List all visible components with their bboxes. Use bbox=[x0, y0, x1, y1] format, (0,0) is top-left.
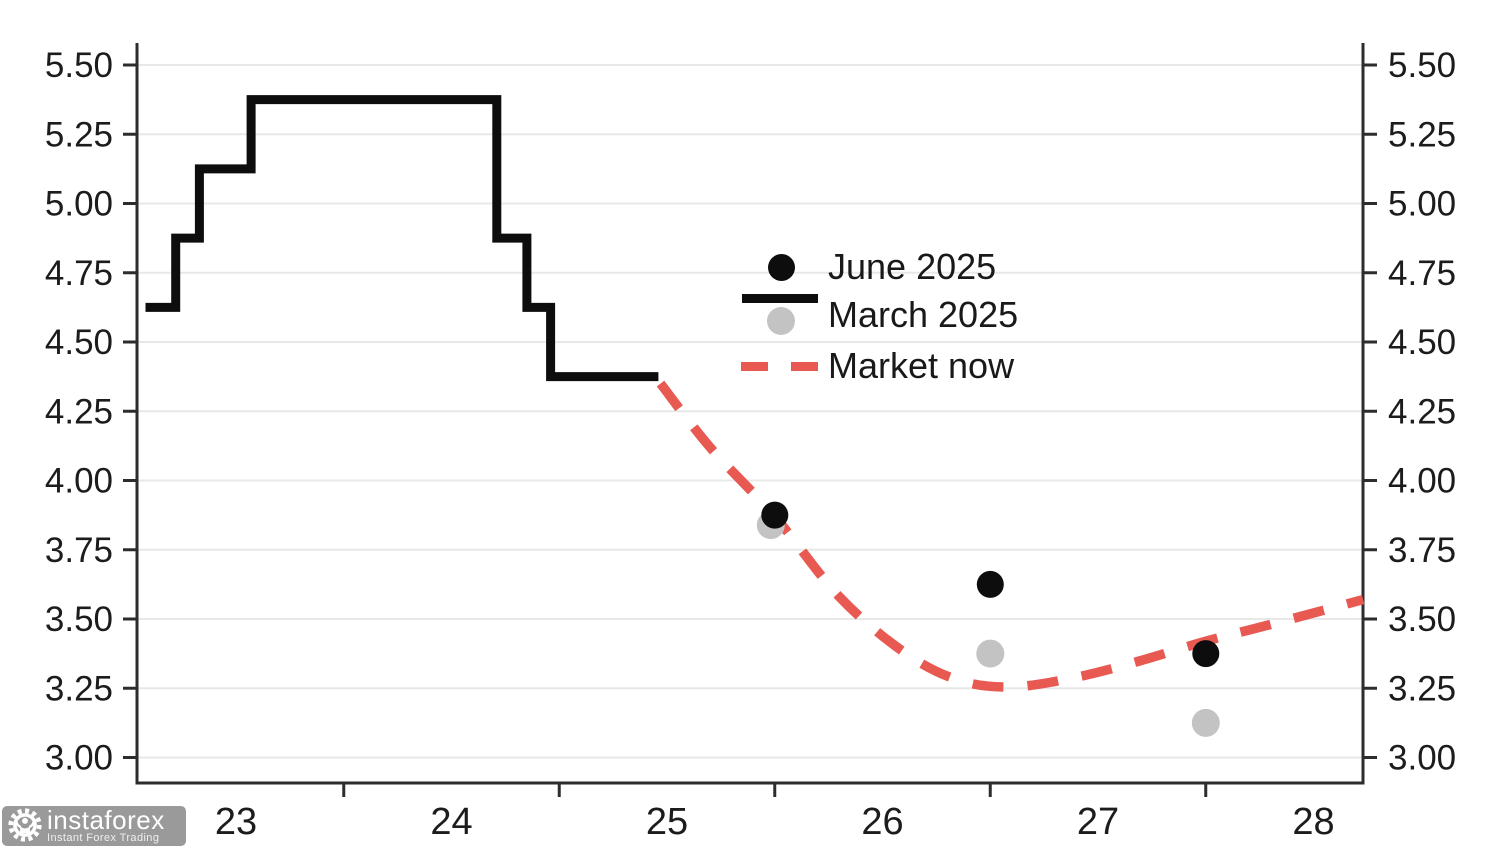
y-tick-label-right: 5.50 bbox=[1388, 46, 1456, 85]
legend-label-march-2025: March 2025 bbox=[828, 294, 1019, 335]
june-2025-dot bbox=[761, 501, 789, 529]
x-tick-label: 25 bbox=[646, 801, 688, 843]
chart-legend: June 2025 March 2025 Market now bbox=[724, 245, 1104, 395]
june-2025-dot bbox=[976, 570, 1004, 598]
watermark-text: instaforex Instant Forex Trading bbox=[47, 805, 165, 844]
y-tick-label-right: 5.00 bbox=[1388, 185, 1456, 224]
x-tick-label: 27 bbox=[1077, 801, 1119, 843]
y-tick-label-left: 4.50 bbox=[45, 323, 113, 362]
y-tick-label-right: 4.75 bbox=[1388, 254, 1456, 293]
legend-market-dash-icon bbox=[741, 362, 768, 371]
legend-market-dash-icon bbox=[791, 362, 818, 371]
x-tick-label: 24 bbox=[430, 801, 472, 843]
y-tick-label-left: 3.00 bbox=[45, 739, 113, 778]
y-tick-label-right: 3.25 bbox=[1388, 669, 1456, 708]
x-tick-label: 28 bbox=[1292, 801, 1334, 843]
market-now-line bbox=[656, 380, 1365, 692]
y-tick-label-right: 3.00 bbox=[1388, 739, 1456, 778]
march-2025-dot bbox=[1191, 708, 1220, 737]
policy-rate-history-line bbox=[145, 95, 659, 382]
y-tick-label-right: 3.75 bbox=[1388, 531, 1456, 570]
legend-march-dot-icon bbox=[767, 307, 795, 335]
june-2025-dot bbox=[1192, 640, 1220, 668]
instaforex-watermark: instaforex Instant Forex Trading bbox=[2, 806, 186, 846]
gear-person-icon bbox=[8, 808, 42, 842]
watermark-tagline: Instant Forex Trading bbox=[47, 832, 160, 844]
y-tick-label-left: 3.25 bbox=[45, 669, 113, 708]
y-tick-label-left: 3.50 bbox=[45, 600, 113, 639]
y-tick-label-left: 4.25 bbox=[45, 392, 113, 431]
legend-history-line-icon bbox=[742, 294, 818, 303]
legend-label-market-now: Market now bbox=[828, 345, 1015, 386]
x-tick-label: 23 bbox=[215, 801, 257, 843]
march-2025-dot bbox=[976, 639, 1005, 668]
y-tick-label-left: 3.75 bbox=[45, 531, 113, 570]
watermark-brand: instaforex bbox=[47, 805, 165, 835]
y-tick-label-left: 5.50 bbox=[45, 46, 113, 85]
y-tick-label-right: 3.50 bbox=[1388, 600, 1456, 639]
legend-label-june-2025: June 2025 bbox=[828, 246, 997, 287]
legend-june-dot-icon bbox=[768, 254, 795, 281]
axis-frame bbox=[135, 43, 1365, 785]
y-tick-label-left: 5.25 bbox=[45, 115, 113, 154]
y-tick-label-right: 4.25 bbox=[1388, 392, 1456, 431]
x-tick-label: 26 bbox=[861, 801, 903, 843]
y-tick-label-left: 4.00 bbox=[45, 462, 113, 501]
y-tick-label-right: 4.50 bbox=[1388, 323, 1456, 362]
y-tick-label-right: 4.00 bbox=[1388, 462, 1456, 501]
y-tick-label-left: 5.00 bbox=[45, 185, 113, 224]
y-tick-label-left: 4.75 bbox=[45, 254, 113, 293]
y-tick-label-right: 5.25 bbox=[1388, 115, 1456, 154]
